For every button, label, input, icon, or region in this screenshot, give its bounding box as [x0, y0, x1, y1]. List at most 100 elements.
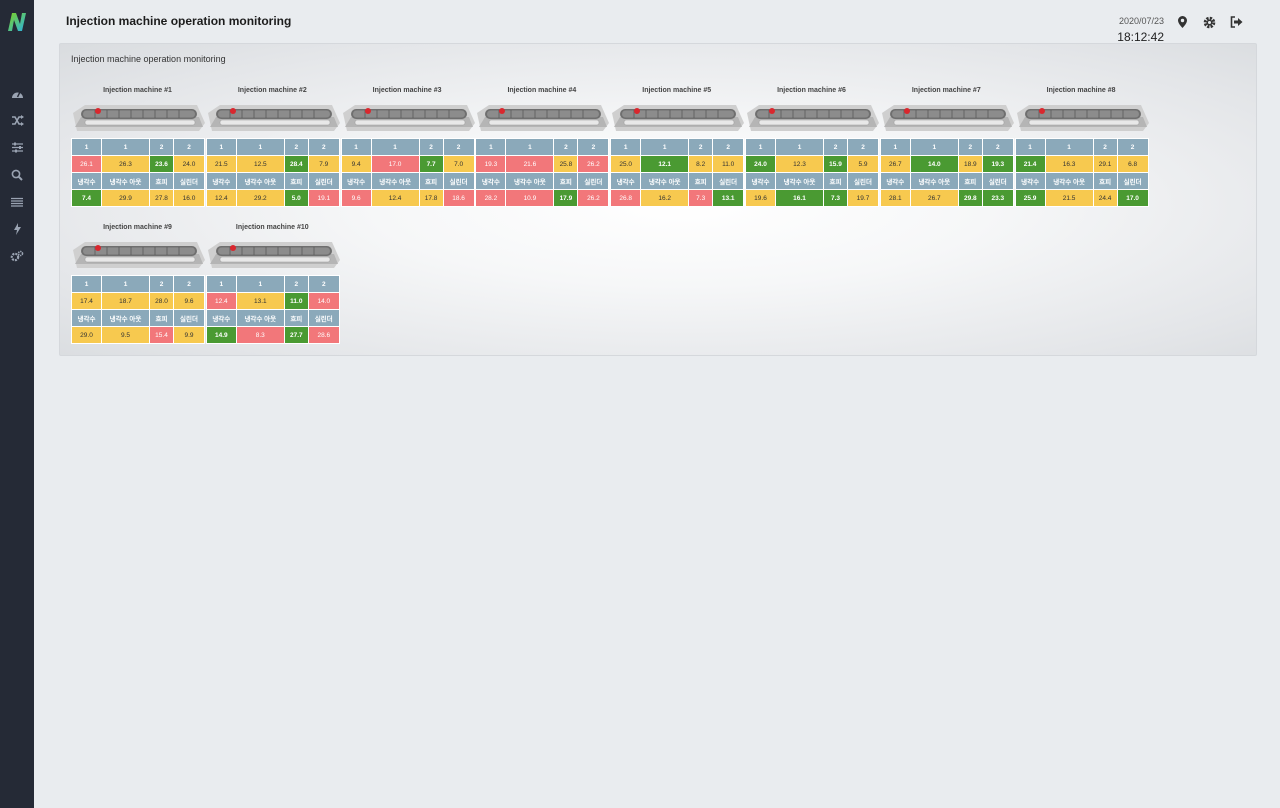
table-header-cell: 흐피: [823, 172, 848, 190]
machine-name: Injection machine #7: [911, 87, 981, 94]
table-header-cell: 1: [370, 138, 420, 156]
table-header-cell: 냉각수: [71, 309, 102, 327]
table-header-cell: 실린더: [577, 172, 610, 190]
machine-table: 1 1 2 2 26.1 26.3 23.6 24.0 냉각수 냉각수 아웃 흐피 실린더 7.4 29.…: [71, 138, 205, 207]
conveyor-machine-icon: [1015, 103, 1150, 133]
table-header-cell: 2: [149, 138, 174, 156]
table-header-cell: 냉각수 아웃: [505, 172, 555, 190]
value-cell: 7.3: [688, 189, 714, 207]
list-icon[interactable]: [0, 188, 34, 215]
table-header-cell: 2: [1092, 138, 1118, 156]
value-cell: 29.0: [71, 326, 102, 344]
table-header-cell: 실린더: [981, 172, 1014, 190]
value-cell: 25.9: [1014, 189, 1046, 207]
machine-name: Injection machine #4: [507, 87, 577, 94]
shuffle-icon[interactable]: [0, 107, 34, 134]
table-header-cell: 2: [847, 138, 879, 156]
conveyor-machine-icon: [475, 103, 610, 133]
machine-card: Injection machine #10 1 1 2 2 12.4 13.1 11.0 14…: [205, 222, 340, 344]
value-cell: 17.0: [370, 155, 420, 173]
value-cell: 29.9: [101, 189, 150, 207]
conveyor-machine-icon: [880, 103, 1015, 133]
conveyor-machine-icon: [206, 103, 341, 133]
header: Injection machine operation monitoring 2…: [34, 0, 1280, 43]
value-cell: 21.6: [505, 155, 555, 173]
date-label: 2020/07/23: [1118, 16, 1164, 26]
value-cell: 7.7: [418, 155, 444, 173]
value-cell: 26.1: [71, 155, 102, 173]
table-header-cell: 흐피: [688, 172, 714, 190]
value-cell: 19.6: [745, 189, 776, 207]
table-header-cell: 냉각수 아웃: [909, 172, 959, 190]
sliders-icon[interactable]: [0, 134, 34, 161]
table-header-cell: 2: [577, 138, 610, 156]
value-cell: 12.4: [370, 189, 420, 207]
table-header-cell: 1: [235, 138, 285, 156]
value-cell: 11.0: [712, 155, 745, 173]
conveyor-machine-icon: [341, 103, 476, 133]
value-cell: 8.3: [235, 326, 285, 344]
table-header-cell: 실린더: [307, 309, 340, 327]
table-header-cell: 2: [823, 138, 848, 156]
table-header-cell: 2: [712, 138, 745, 156]
value-cell: 26.2: [577, 155, 610, 173]
table-header-cell: 2: [173, 138, 205, 156]
value-cell: 11.0: [283, 292, 309, 310]
machine-table: 1 1 2 2 25.0 12.1 8.2 11.0 냉각수 냉각수 아웃 흐피 실린더 26.8 16.…: [610, 138, 745, 207]
value-cell: 26.7: [909, 189, 959, 207]
table-header-cell: 2: [553, 138, 579, 156]
gears-icon[interactable]: [0, 242, 34, 269]
table-header-cell: 냉각수 아웃: [775, 172, 824, 190]
location-pin-icon[interactable]: [1174, 14, 1190, 30]
value-cell: 12.4: [205, 292, 237, 310]
table-header-cell: 1: [205, 275, 237, 293]
search-icon[interactable]: [0, 161, 34, 188]
table-header-cell: 흐피: [553, 172, 579, 190]
machine-name: Injection machine #10: [235, 224, 309, 231]
table-header-cell: 실린더: [442, 172, 475, 190]
value-cell: 17.4: [71, 292, 102, 310]
table-header-cell: 냉각수: [205, 172, 237, 190]
value-cell: 7.4: [71, 189, 102, 207]
value-cell: 21.4: [1014, 155, 1046, 173]
value-cell: 28.6: [307, 326, 340, 344]
table-header-cell: 흐피: [1092, 172, 1118, 190]
value-cell: 5.9: [847, 155, 879, 173]
value-cell: 28.1: [879, 189, 911, 207]
table-header-cell: 실린더: [712, 172, 745, 190]
machine-card: Injection machine #2 1 1 2 2 21.5 12.5 28.4 7.9…: [205, 85, 340, 207]
dashboard-icon[interactable]: [0, 80, 34, 107]
value-cell: 12.3: [775, 155, 824, 173]
machine-card: Injection machine #6 1 1 2 2 24.0 12.3 15.9 5.9…: [745, 85, 879, 207]
value-cell: 9.6: [173, 292, 205, 310]
machine-card: Injection machine #1 1 1 2 2 26.1 26.3 23.6 24.…: [71, 85, 205, 207]
machine-table: 1 1 2 2 17.4 18.7 28.0 9.6 냉각수 냉각수 아웃 흐피 실린더 29.0 9.5…: [71, 275, 205, 344]
table-header-cell: 1: [909, 138, 959, 156]
machine-card: Injection machine #7 1 1 2 2 26.7 14.0 18.9 19.…: [879, 85, 1014, 207]
table-header-cell: 2: [307, 275, 340, 293]
logo-icon[interactable]: [6, 12, 28, 32]
value-cell: 19.3: [981, 155, 1014, 173]
table-header-cell: 2: [688, 138, 714, 156]
gear-icon[interactable]: [1201, 14, 1217, 30]
value-cell: 25.0: [610, 155, 642, 173]
lightning-icon[interactable]: [0, 215, 34, 242]
value-cell: 21.5: [205, 155, 237, 173]
value-cell: 16.1: [775, 189, 824, 207]
table-header-cell: 2: [981, 138, 1014, 156]
page-title: Injection machine operation monitoring: [66, 14, 292, 28]
table-header-cell: 냉각수: [879, 172, 911, 190]
table-header-cell: 1: [235, 275, 285, 293]
value-cell: 27.7: [283, 326, 309, 344]
table-header-cell: 2: [957, 138, 983, 156]
value-cell: 28.0: [149, 292, 174, 310]
logout-icon[interactable]: [1228, 14, 1244, 30]
value-cell: 15.4: [149, 326, 174, 344]
value-cell: 16.2: [640, 189, 690, 207]
sidebar: [0, 0, 34, 808]
value-cell: 13.1: [235, 292, 285, 310]
value-cell: 24.0: [173, 155, 205, 173]
value-cell: 29.8: [957, 189, 983, 207]
machine-table: 1 1 2 2 12.4 13.1 11.0 14.0 냉각수 냉각수 아웃 흐피 실린더 14.9 8.…: [205, 275, 340, 344]
value-cell: 16.3: [1044, 155, 1094, 173]
